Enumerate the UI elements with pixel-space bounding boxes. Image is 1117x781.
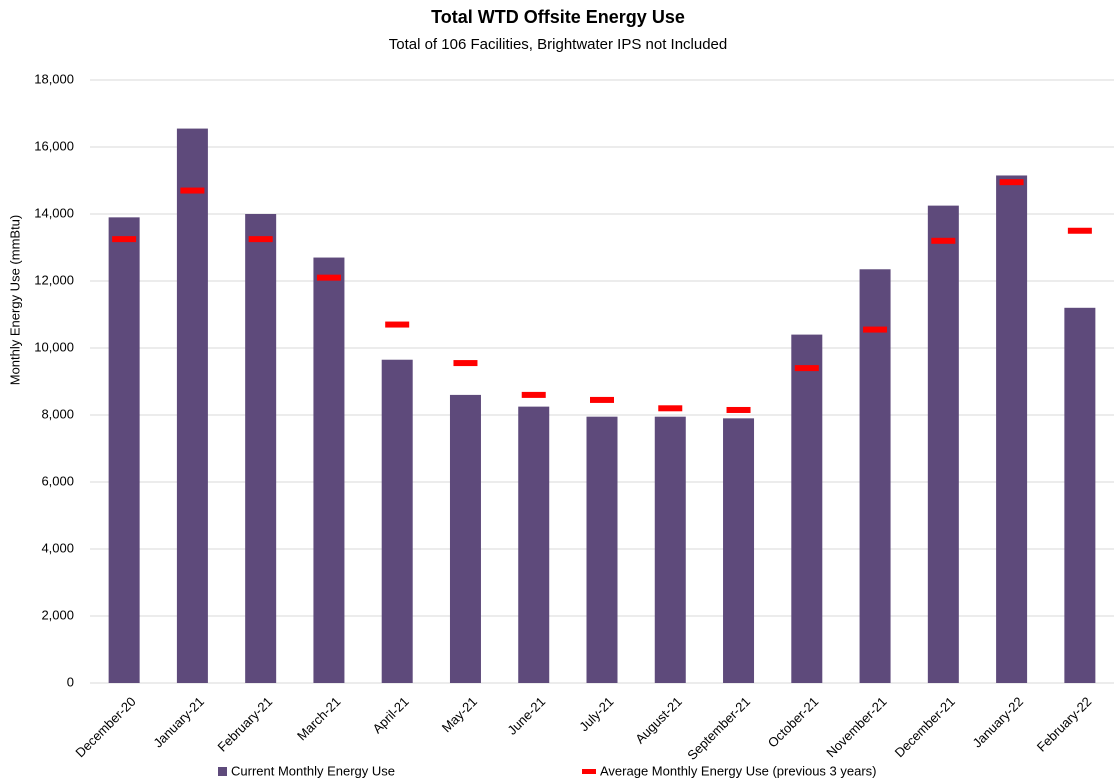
legend-label: Average Monthly Energy Use (previous 3 y… — [600, 763, 877, 778]
bar — [313, 257, 345, 683]
x-tick-label: October-21 — [765, 694, 822, 751]
x-tick-label: February-21 — [215, 694, 276, 755]
x-tick-label: June-21 — [504, 694, 548, 738]
average-marker — [999, 179, 1024, 186]
y-tick-label: 18,000 — [34, 71, 74, 86]
y-tick-label: 6,000 — [41, 473, 74, 488]
average-marker — [112, 236, 137, 243]
x-tick-label: September-21 — [684, 694, 753, 763]
bar — [108, 217, 140, 683]
x-tick-label: August-21 — [632, 694, 685, 747]
bar — [859, 269, 891, 683]
y-tick-label: 2,000 — [41, 607, 74, 622]
average-marker — [453, 360, 478, 367]
x-tick-label: July-21 — [576, 694, 616, 734]
x-tick-label: January-21 — [150, 694, 207, 751]
average-marker — [1067, 227, 1092, 234]
legend-swatch — [218, 767, 227, 776]
legend-label: Current Monthly Energy Use — [231, 763, 395, 778]
average-marker — [658, 405, 683, 412]
x-tick-label: February-22 — [1034, 694, 1095, 755]
bar — [381, 359, 413, 683]
bar — [927, 205, 959, 683]
y-tick-label: 14,000 — [34, 205, 74, 220]
average-marker — [590, 396, 614, 403]
x-tick-label: December-20 — [72, 694, 138, 760]
average-marker — [863, 326, 888, 333]
bar — [518, 406, 550, 683]
average-marker — [316, 274, 341, 281]
x-tick-label: May-21 — [439, 694, 480, 735]
bar — [176, 128, 208, 683]
x-tick-label: March-21 — [294, 694, 343, 743]
y-tick-label: 10,000 — [34, 339, 74, 354]
average-marker — [726, 406, 751, 413]
bar — [723, 418, 755, 683]
x-tick-label: April-21 — [369, 694, 411, 736]
bar — [245, 214, 277, 683]
bar — [449, 394, 481, 683]
average-marker — [180, 187, 205, 194]
y-axis-label: Monthly Energy Use (mmBtu) — [7, 215, 22, 386]
chart-title: Total WTD Offsite Energy Use — [431, 7, 685, 27]
average-marker — [931, 237, 956, 244]
average-marker — [794, 365, 819, 372]
average-marker — [521, 391, 546, 398]
legend-swatch — [582, 769, 596, 774]
bar — [791, 334, 823, 683]
bar — [654, 416, 686, 683]
y-tick-label: 0 — [67, 674, 74, 689]
average-marker — [248, 236, 273, 243]
bar — [996, 175, 1028, 683]
y-tick-label: 4,000 — [41, 540, 74, 555]
bar — [1064, 307, 1096, 683]
x-tick-label: December-21 — [892, 694, 958, 760]
chart-subtitle: Total of 106 Facilities, Brightwater IPS… — [389, 36, 728, 53]
average-marker — [385, 321, 410, 328]
y-tick-label: 8,000 — [41, 406, 74, 421]
y-tick-label: 12,000 — [34, 272, 74, 287]
bar — [586, 416, 618, 683]
x-tick-label: January-22 — [970, 694, 1027, 751]
x-tick-label: November-21 — [823, 694, 889, 760]
y-tick-label: 16,000 — [34, 138, 74, 153]
